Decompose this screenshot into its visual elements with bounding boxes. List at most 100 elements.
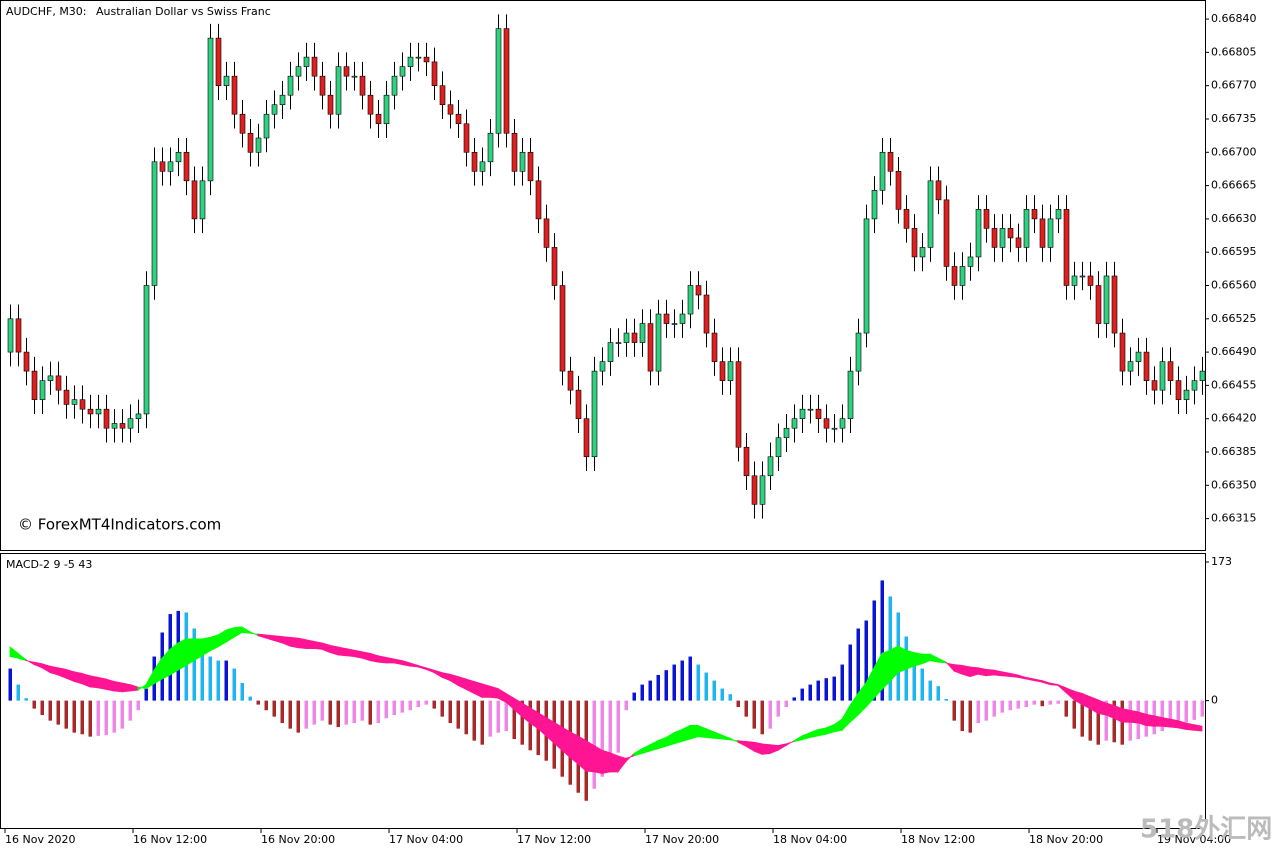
- candle-body: [239, 113, 246, 134]
- candle-body: [935, 180, 942, 201]
- candle-body: [287, 75, 294, 96]
- candle-body: [455, 113, 462, 125]
- band-segment: [65, 668, 75, 682]
- candle-body: [95, 408, 102, 415]
- candle-body: [695, 285, 702, 296]
- band-segment: [1145, 713, 1155, 727]
- candle-body: [319, 75, 326, 96]
- band-segment: [633, 747, 643, 757]
- candle-body: [847, 370, 854, 419]
- band-segment: [841, 703, 851, 732]
- band-segment: [265, 634, 275, 642]
- candle-body: [431, 61, 438, 86]
- histogram-bar: [1168, 700, 1172, 728]
- band-segment: [953, 664, 963, 675]
- histogram-bar: [360, 700, 364, 721]
- histogram-bar: [232, 668, 236, 701]
- candle-body: [127, 418, 134, 429]
- histogram-bar: [1016, 700, 1020, 709]
- y-tick-label: 0.66455: [1211, 378, 1257, 391]
- candle-body: [519, 151, 526, 172]
- histogram-bar: [696, 664, 700, 701]
- candle-body: [327, 94, 334, 115]
- histogram-bar: [488, 700, 492, 737]
- candle-body: [975, 209, 982, 258]
- band-segment: [241, 626, 251, 634]
- candle-body: [775, 437, 782, 458]
- candle-body: [447, 104, 454, 115]
- band-segment: [1041, 680, 1051, 686]
- band-segment: [1161, 716, 1171, 728]
- band-segment: [345, 648, 355, 657]
- y-tick-label: 0.66805: [1211, 45, 1257, 58]
- histogram-bar: [416, 700, 420, 708]
- candle-body: [1071, 275, 1078, 286]
- candle-body: [199, 180, 206, 220]
- histogram-bar: [16, 684, 20, 701]
- histogram-bar: [760, 700, 764, 735]
- histogram-bar: [936, 686, 940, 701]
- candle-body: [247, 132, 254, 153]
- candle-body: [927, 180, 934, 248]
- candle-body: [895, 171, 902, 210]
- histogram-bar: [976, 700, 980, 724]
- band-segment: [1017, 674, 1027, 680]
- band-segment: [713, 731, 723, 740]
- band-segment: [673, 728, 683, 745]
- band-segment: [329, 644, 339, 656]
- band-segment: [369, 652, 379, 663]
- y-tick-label: 0.66665: [1211, 179, 1257, 192]
- band-segment: [961, 664, 971, 678]
- candle-body: [951, 266, 958, 286]
- histogram-bar: [960, 700, 964, 732]
- candle-body: [863, 218, 870, 334]
- candle-body: [279, 94, 286, 106]
- y-tick-label: 0.66315: [1211, 512, 1257, 525]
- candle-body: [479, 161, 486, 172]
- band-segment: [785, 739, 795, 747]
- histogram-bar: [432, 700, 436, 709]
- histogram-bar: [824, 678, 828, 701]
- candle-body: [791, 418, 798, 429]
- candle-body: [607, 342, 614, 362]
- band-segment: [1185, 722, 1195, 731]
- histogram-bar: [864, 620, 868, 701]
- band-segment: [649, 740, 659, 752]
- band-segment: [809, 728, 819, 738]
- histogram-bar: [296, 700, 300, 733]
- histogram-bar: [848, 644, 852, 701]
- candle-body: [1167, 361, 1174, 381]
- candle-body: [359, 75, 366, 96]
- x-tick-label: 18 Nov 20:00: [1029, 833, 1103, 846]
- histogram-bar: [440, 700, 444, 717]
- x-tick-label: 17 Nov 04:00: [389, 833, 463, 846]
- candle-body: [1199, 370, 1206, 381]
- candle-body: [1159, 361, 1166, 391]
- candle-body: [559, 285, 566, 372]
- band-segment: [233, 626, 243, 639]
- candle-body: [1007, 228, 1014, 239]
- band-segment: [921, 653, 931, 665]
- band-segment: [769, 744, 779, 755]
- band-segment: [697, 724, 707, 738]
- candle-body: [255, 137, 262, 153]
- histogram-bar: [704, 672, 708, 701]
- candle-body: [415, 56, 422, 59]
- band-segment: [913, 652, 923, 667]
- y-tick-label: 0.66840: [1211, 12, 1257, 25]
- candle-body: [143, 285, 150, 415]
- histogram-bar: [72, 700, 76, 733]
- histogram-bar: [656, 674, 660, 701]
- histogram-bar: [528, 700, 532, 751]
- band-segment: [745, 741, 755, 752]
- histogram-bar: [352, 700, 356, 724]
- candle-body: [911, 228, 918, 258]
- band-segment: [945, 661, 955, 673]
- band-segment: [465, 678, 475, 695]
- histogram-bar: [136, 700, 140, 711]
- band-segment: [753, 741, 763, 755]
- candle-body: [967, 256, 974, 267]
- histogram-bar: [832, 676, 836, 701]
- histogram-bar: [64, 700, 68, 729]
- band-segment: [609, 752, 619, 773]
